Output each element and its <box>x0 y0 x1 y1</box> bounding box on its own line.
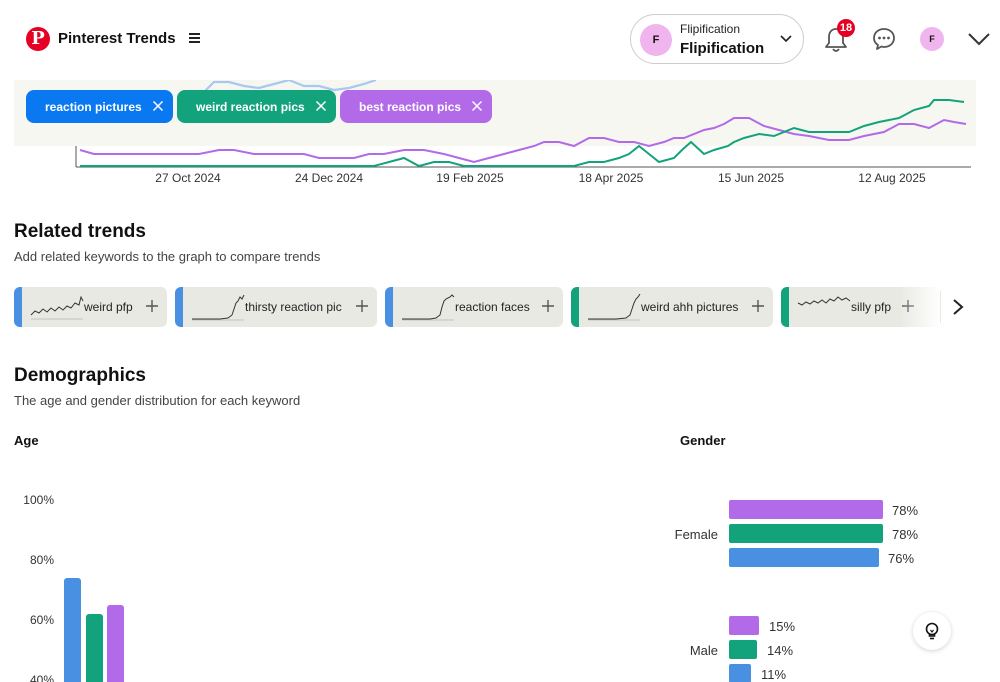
chevron-down-icon <box>780 35 792 43</box>
series-purple-line <box>79 117 967 164</box>
sparkline-icon <box>402 294 455 321</box>
top-header: P Pinterest Trends F Flipification Flipi… <box>0 0 1000 80</box>
related-trend-card[interactable]: thirsty reaction pic <box>175 287 377 327</box>
x-tick-label: 27 Oct 2024 <box>155 171 221 185</box>
sparkline-icon <box>192 294 245 321</box>
age-title: Age <box>14 433 39 448</box>
keyword-chip-label: reaction pictures <box>45 99 142 114</box>
close-icon[interactable] <box>315 100 327 112</box>
pinterest-logo-icon[interactable]: P <box>26 27 50 51</box>
age-tick-label: 60% <box>29 613 54 627</box>
x-tick-label: 18 Apr 2025 <box>578 171 644 185</box>
help-lightbulb-button[interactable] <box>913 612 951 650</box>
series-green-line <box>80 99 965 168</box>
related-trends-title: Related trends <box>14 221 146 242</box>
related-trend-label: weird pfp <box>84 300 133 314</box>
chevron-right-icon[interactable] <box>951 298 965 316</box>
gender-value: 78% <box>892 527 919 542</box>
age-bar-blue[interactable] <box>64 578 81 682</box>
related-trend-label: thirsty reaction pic <box>245 300 342 314</box>
age-tick-label: 40% <box>29 673 54 682</box>
keyword-chip-reaction-pictures[interactable]: reaction pictures <box>26 90 173 123</box>
age-tick-label: 80% <box>29 553 54 567</box>
plus-icon[interactable] <box>355 299 369 313</box>
account-switcher[interactable]: F Flipification Flipification <box>630 14 804 64</box>
close-icon[interactable] <box>471 100 483 112</box>
series-blue-line <box>203 80 377 93</box>
gender-title: Gender <box>680 433 726 448</box>
plus-icon[interactable] <box>145 299 159 313</box>
chart-background <box>14 80 976 146</box>
related-trend-card[interactable]: reaction faces <box>385 287 563 327</box>
gender-label-female: Female <box>674 527 718 542</box>
account-name: Flipification <box>680 40 765 57</box>
gender-bar-female-purple[interactable] <box>729 500 883 519</box>
age-bar-green[interactable] <box>86 614 103 682</box>
related-trend-label: reaction faces <box>455 300 530 314</box>
close-icon[interactable] <box>152 100 164 112</box>
plus-icon[interactable] <box>751 299 765 313</box>
account-label: Flipification <box>680 22 741 36</box>
age-tick-label: 100% <box>23 493 54 507</box>
age-bar-purple[interactable] <box>107 605 124 682</box>
gender-bar-male-purple[interactable] <box>729 616 759 635</box>
x-tick-label: 19 Feb 2025 <box>436 171 504 185</box>
gender-bar-male-blue[interactable] <box>729 664 751 682</box>
trend-chart: 27 Oct 2024 24 Dec 2024 19 Feb 2025 18 A… <box>14 80 976 190</box>
gender-value: 15% <box>769 619 796 634</box>
lightbulb-icon <box>925 622 939 640</box>
gender-value: 76% <box>888 551 915 566</box>
keyword-chip-weird-reaction-pics[interactable]: weird reaction pics <box>177 90 336 123</box>
carousel-fade <box>900 287 940 327</box>
keyword-chip-label: best reaction pics <box>359 99 462 114</box>
x-tick-label: 15 Jun 2025 <box>717 171 785 185</box>
plus-icon[interactable] <box>541 299 555 313</box>
gender-bar-female-green[interactable] <box>729 524 883 543</box>
gender-bar-female-blue[interactable] <box>729 548 879 567</box>
messages-icon[interactable] <box>872 27 896 51</box>
trend-chart-svg <box>14 80 976 168</box>
gender-value: 11% <box>761 667 787 682</box>
account-avatar: F <box>640 24 672 56</box>
account-menu-chevron-icon[interactable] <box>967 31 991 47</box>
profile-avatar[interactable]: F <box>920 27 944 51</box>
sparkline-icon <box>588 293 641 321</box>
demographics-title: Demographics <box>14 365 146 386</box>
keyword-chip-best-reaction-pics[interactable]: best reaction pics <box>340 90 492 123</box>
related-trend-card[interactable]: weird ahh pictures <box>571 287 773 327</box>
related-trend-card[interactable]: weird pfp <box>14 287 167 327</box>
menu-icon[interactable] <box>189 33 200 43</box>
demographics-subtitle: The age and gender distribution for each… <box>14 393 301 408</box>
x-tick-label: 12 Aug 2025 <box>858 171 926 185</box>
related-trend-label: silly pfp <box>851 300 892 314</box>
x-tick-label: 24 Dec 2024 <box>294 171 364 185</box>
app-title[interactable]: Pinterest Trends <box>58 30 176 47</box>
keyword-chip-label: weird reaction pics <box>196 99 305 114</box>
sparkline-icon <box>30 295 84 320</box>
gender-value: 78% <box>892 503 919 518</box>
gender-value: 14% <box>767 643 794 658</box>
gender-label-male: Male <box>689 643 718 658</box>
related-trend-label: weird ahh pictures <box>641 300 739 314</box>
notification-count-badge: 18 <box>837 19 855 37</box>
gender-bar-male-green[interactable] <box>729 640 757 659</box>
related-trends-subtitle: Add related keywords to the graph to com… <box>14 249 321 264</box>
sparkline-icon <box>797 296 851 306</box>
